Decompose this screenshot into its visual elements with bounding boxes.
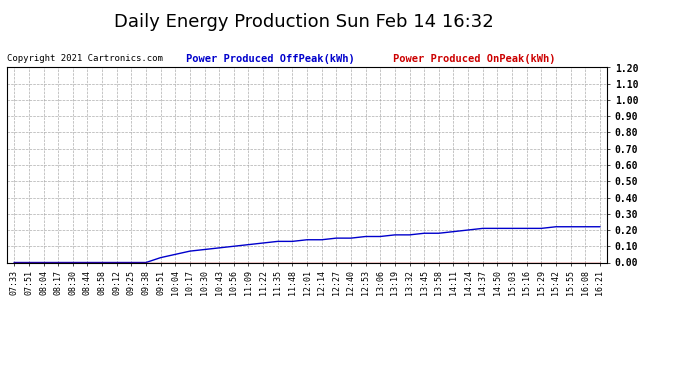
Text: Power Produced OffPeak(kWh): Power Produced OffPeak(kWh)	[186, 54, 355, 64]
Text: Daily Energy Production Sun Feb 14 16:32: Daily Energy Production Sun Feb 14 16:32	[114, 13, 493, 31]
Text: Copyright 2021 Cartronics.com: Copyright 2021 Cartronics.com	[7, 54, 163, 63]
Text: Power Produced OnPeak(kWh): Power Produced OnPeak(kWh)	[393, 54, 556, 64]
